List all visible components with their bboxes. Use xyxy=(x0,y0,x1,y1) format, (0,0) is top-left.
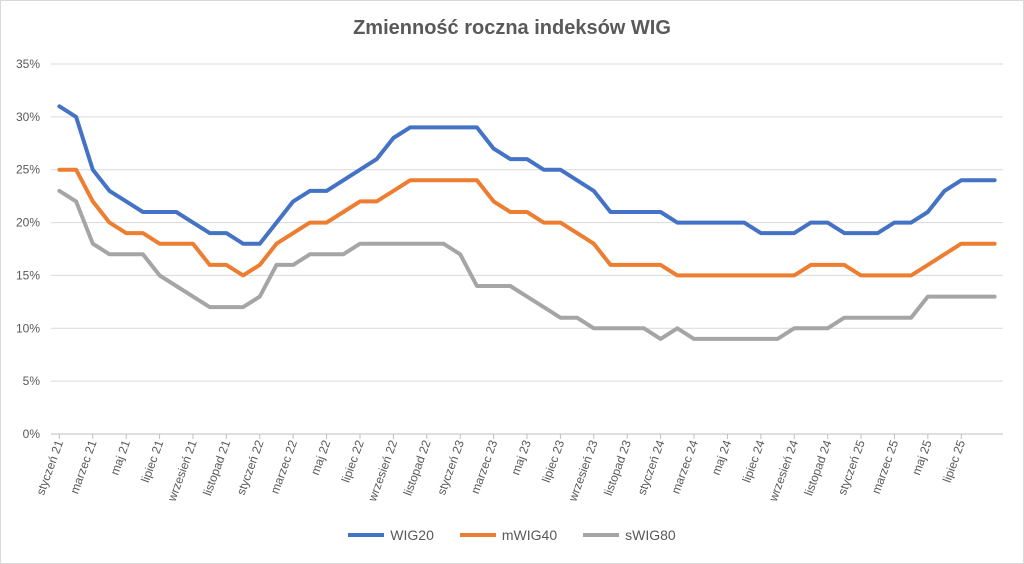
legend-swatch xyxy=(583,533,620,537)
x-tick-label: wrzesień 23 xyxy=(565,438,601,504)
x-tick-label: wrzesień 24 xyxy=(766,438,802,504)
x-tick-label: styczeń 22 xyxy=(234,438,267,497)
x-tick-label: marzec 22 xyxy=(268,438,300,496)
x-tick-label: styczeń 25 xyxy=(835,438,868,497)
legend-label: mWIG40 xyxy=(501,527,558,543)
x-tick-label: maj 22 xyxy=(308,438,334,477)
x-tick-label: listopad 23 xyxy=(601,438,634,498)
legend-item-mwig40: mWIG40 xyxy=(459,527,558,543)
legend-swatch xyxy=(348,533,385,537)
x-tick-label: marzec 21 xyxy=(67,438,99,496)
y-tick-label: 20% xyxy=(16,216,40,230)
x-tick-label: listopad 22 xyxy=(401,438,434,498)
chart-legend: WIG20 mWIG40 sWIG80 xyxy=(1,527,1023,543)
x-tick-label: styczeń 21 xyxy=(33,438,66,497)
series-line-mwig40 xyxy=(57,167,997,278)
x-tick-label: lipiec 22 xyxy=(339,438,367,484)
y-tick-label: 25% xyxy=(16,163,40,177)
y-tick-label: 35% xyxy=(16,57,40,71)
x-tick-label: marzec 25 xyxy=(869,438,901,496)
x-tick-label: styczeń 24 xyxy=(635,438,668,497)
x-tick-label: lipiec 21 xyxy=(138,438,166,484)
x-tick-label: listopad 24 xyxy=(801,438,834,498)
x-tick-label: wrzesień 21 xyxy=(164,438,200,504)
y-tick-label: 30% xyxy=(16,110,40,124)
legend-label: WIG20 xyxy=(390,527,434,543)
x-tick-label: lipiec 25 xyxy=(940,438,968,484)
y-tick-label: 5% xyxy=(23,374,41,388)
y-tick-label: 10% xyxy=(16,321,40,335)
y-tick-label: 0% xyxy=(23,427,41,441)
legend-label: sWIG80 xyxy=(625,527,676,543)
x-tick-label: maj 23 xyxy=(508,438,534,477)
x-tick-label: lipiec 23 xyxy=(539,438,567,484)
series-line-wig20 xyxy=(57,104,997,246)
legend-swatch xyxy=(459,533,496,537)
x-tick-label: listopad 21 xyxy=(200,438,233,498)
x-tick-label: maj 21 xyxy=(107,438,133,477)
y-tick-label: 15% xyxy=(16,268,40,282)
x-tick-label: marzec 23 xyxy=(468,438,500,496)
series-line-swig80 xyxy=(57,188,997,341)
chart-title: Zmienność roczna indeksów WIG xyxy=(353,17,671,39)
x-tick-label: styczeń 23 xyxy=(434,438,467,497)
x-tick-label: maj 24 xyxy=(709,438,735,477)
legend-item-wig20: WIG20 xyxy=(348,527,434,543)
x-tick-label: maj 25 xyxy=(909,438,935,477)
legend-item-swig80: sWIG80 xyxy=(583,527,676,543)
x-tick-label: marzec 24 xyxy=(669,438,701,496)
x-tick-label: wrzesień 22 xyxy=(365,438,401,504)
x-tick-label: lipiec 24 xyxy=(739,438,767,484)
